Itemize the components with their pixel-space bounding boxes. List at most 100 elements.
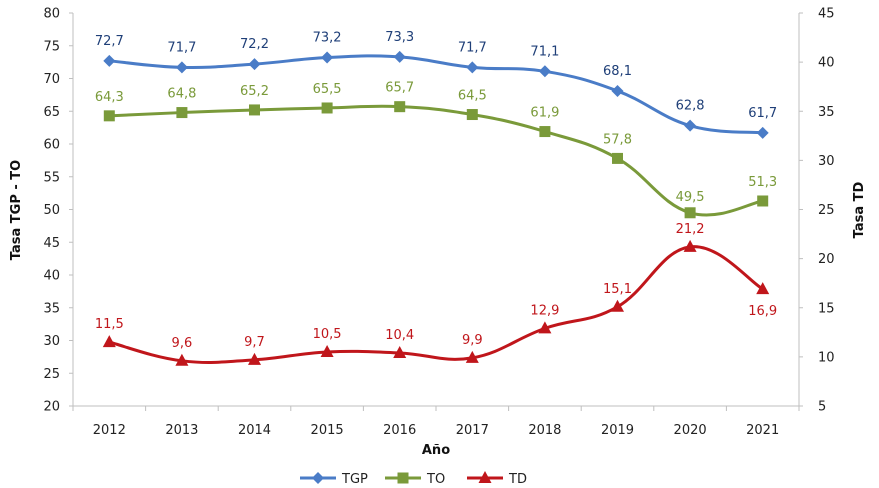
data-point-td: [248, 352, 261, 365]
x-tick-label: 2020: [674, 423, 707, 438]
data-label-to: 61,9: [530, 106, 559, 121]
legend-label-to: TO: [426, 472, 445, 487]
data-label-tgp: 71,7: [458, 40, 487, 55]
left-y-tick-label: 30: [43, 334, 60, 349]
right-y-tick-label: 35: [818, 105, 835, 120]
data-point-td: [175, 353, 189, 366]
left-y-axis-title: Tasa TGP - TO: [9, 160, 24, 260]
data-point-tgp: [684, 119, 697, 132]
x-tick-label: 2017: [456, 423, 489, 438]
data-label-td: 16,9: [748, 304, 777, 319]
x-tick-label: 2013: [165, 423, 198, 438]
data-label-td: 11,5: [95, 317, 124, 332]
data-label-tgp: 62,8: [676, 99, 705, 114]
legend-marker-tgp: [312, 472, 324, 484]
data-label-td: 9,7: [244, 335, 265, 350]
left-y-tick-label: 65: [43, 105, 60, 120]
right-y-tick-label: 5: [818, 400, 826, 415]
data-label-td: 10,5: [313, 327, 342, 342]
data-point-tgp: [756, 126, 769, 139]
data-label-to: 57,8: [603, 132, 632, 147]
left-y-tick-label: 35: [43, 301, 60, 316]
x-tick-label: 2018: [528, 423, 561, 438]
left-y-tick-label: 70: [43, 72, 60, 87]
series-line-tgp: [109, 54, 763, 135]
data-point-tgp: [466, 61, 479, 74]
data-label-tgp: 72,2: [240, 37, 269, 52]
left-y-tick-label: 50: [43, 203, 60, 218]
data-label-to: 64,3: [95, 90, 124, 105]
x-tick-label: 2021: [746, 423, 779, 438]
series-line-td: [108, 245, 764, 365]
data-label-td: 9,6: [172, 336, 193, 351]
data-point-tgp: [321, 51, 334, 64]
right-y-tick-label: 10: [818, 350, 835, 365]
data-point-to: [321, 102, 333, 114]
data-point-tgp: [103, 54, 116, 67]
data-label-to: 49,5: [676, 190, 705, 205]
series-line-to: [109, 104, 764, 217]
data-point-tgp: [393, 50, 406, 63]
left-y-tick-label: 40: [43, 269, 60, 284]
right-y-tick-label: 25: [818, 203, 835, 218]
data-point-td: [393, 345, 407, 358]
data-point-to: [249, 104, 260, 116]
left-y-tick-label: 75: [43, 39, 60, 54]
right-y-tick-label: 45: [818, 7, 835, 22]
right-y-axis-title: Tasa TD: [852, 181, 867, 238]
data-label-to: 65,2: [240, 84, 269, 99]
data-point-tgp: [538, 65, 551, 78]
right-y-tick-label: 15: [818, 301, 835, 316]
data-point-tgp: [248, 58, 261, 71]
data-point-td: [538, 321, 552, 334]
data-point-td: [683, 239, 697, 252]
legend-marker-to: [397, 472, 409, 484]
data-point-tgp: [611, 84, 624, 97]
data-point-to: [103, 110, 115, 122]
data-label-tgp: 72,7: [95, 34, 124, 49]
data-label-to: 64,8: [167, 87, 196, 102]
legend-label-tgp: TGP: [341, 472, 368, 487]
data-point-td: [756, 282, 770, 295]
data-label-td: 15,1: [603, 282, 632, 297]
x-tick-label: 2019: [601, 423, 634, 438]
data-label-tgp: 71,7: [167, 40, 196, 55]
x-tick-label: 2012: [93, 423, 126, 438]
data-label-to: 64,5: [458, 89, 487, 104]
right-y-tick-label: 30: [818, 154, 835, 169]
data-point-to: [539, 126, 551, 138]
left-y-tick-label: 25: [43, 367, 60, 382]
data-label-tgp: 71,1: [530, 44, 559, 59]
right-y-tick-label: 40: [818, 56, 835, 71]
data-point-td: [320, 344, 334, 357]
x-tick-label: 2014: [238, 423, 271, 438]
data-label-tgp: 68,1: [603, 64, 632, 79]
left-y-tick-label: 80: [43, 7, 60, 22]
data-label-tgp: 73,2: [313, 31, 342, 46]
x-axis-title: Año: [422, 443, 450, 458]
left-y-tick-label: 45: [43, 236, 60, 251]
x-tick-label: 2015: [311, 423, 344, 438]
data-label-td: 9,9: [462, 333, 483, 348]
legend: TGP TO TD: [300, 471, 527, 487]
left-y-tick-label: 55: [43, 170, 60, 185]
data-label-td: 10,4: [385, 328, 414, 343]
data-point-to: [394, 101, 406, 113]
data-point-td: [102, 335, 116, 348]
data-point-to: [757, 195, 769, 207]
legend-label-td: TD: [508, 472, 527, 487]
legend-marker-td: [478, 471, 492, 483]
data-label-tgp: 73,3: [385, 30, 414, 45]
data-point-td: [611, 299, 624, 312]
data-point-to: [176, 107, 188, 119]
x-tick-label: 2016: [383, 423, 416, 438]
data-point-to: [466, 109, 478, 121]
data-point-to: [684, 207, 696, 219]
data-point-to: [612, 152, 623, 164]
data-label-tgp: 61,7: [748, 106, 777, 121]
data-label-to: 65,7: [385, 81, 414, 96]
data-label-td: 12,9: [530, 303, 559, 318]
data-point-tgp: [175, 61, 188, 74]
data-point-td: [465, 350, 479, 363]
